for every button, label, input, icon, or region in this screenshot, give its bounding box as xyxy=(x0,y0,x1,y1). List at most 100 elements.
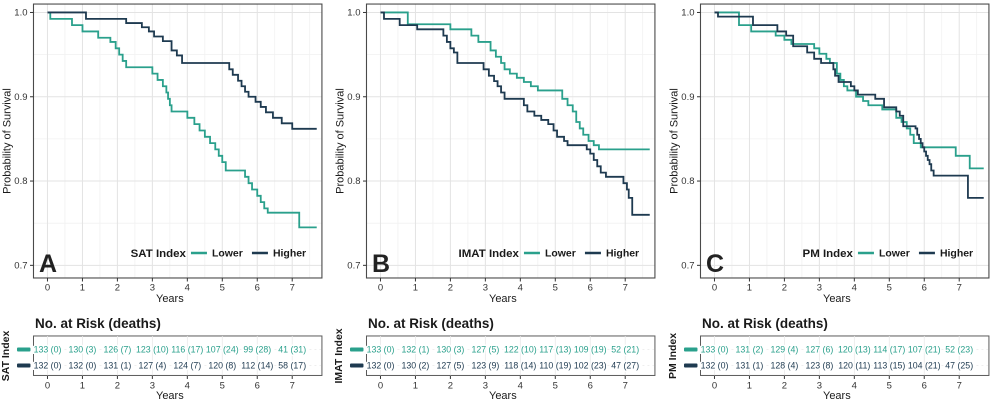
risk-x-tick-label: 7 xyxy=(623,380,628,391)
risk-count: 129 (4) xyxy=(770,344,798,354)
risk-table-box xyxy=(32,335,323,376)
plot-border xyxy=(32,3,323,279)
x-tick-label: 4 xyxy=(185,282,190,293)
y-tick-label: 1.0 xyxy=(348,8,361,19)
risk-count: 120 (8) xyxy=(208,360,236,370)
risk-count: 113 (15) xyxy=(873,360,905,370)
risk-x-tick-label: 6 xyxy=(921,380,926,391)
risk-table-title: No. at Risk (deaths) xyxy=(368,316,494,331)
risk-x-tick-label: 4 xyxy=(185,380,190,391)
risk-count: 58 (17) xyxy=(278,360,306,370)
risk-x-tick-label: 6 xyxy=(588,380,593,391)
risk-axis-ticks xyxy=(380,375,627,379)
legend-label-higher: Higher xyxy=(940,248,973,259)
y-tick-label: 0.9 xyxy=(348,92,361,103)
panel-b: 0 1 2 3 4 5 6 7 1.0 0.9 0.8 0.7 Years Probability of … xyxy=(333,0,666,400)
x-tick-label: 6 xyxy=(255,282,260,293)
risk-table-grid xyxy=(367,335,655,376)
risk-count: 52 (21) xyxy=(612,344,640,354)
panel-letter: B xyxy=(372,250,390,278)
plot-border xyxy=(699,3,990,279)
risk-count: 128 (4) xyxy=(770,360,798,370)
survival-curve-lower xyxy=(714,11,984,170)
x-tick-label: 7 xyxy=(956,282,961,293)
plot-background xyxy=(366,4,656,278)
grid-major xyxy=(700,4,989,278)
legend-title: PM Index xyxy=(802,248,853,260)
risk-x-tick-label: 7 xyxy=(956,380,961,391)
risk-count: 127 (4) xyxy=(138,360,166,370)
risk-count: 123 (9) xyxy=(472,360,500,370)
risk-x-tick-label: 1 xyxy=(80,380,85,391)
risk-count: 107 (21) xyxy=(908,344,941,354)
grid-major xyxy=(33,4,322,278)
y-axis-title: Probability of Survival xyxy=(335,88,347,194)
risk-count: 133 (0) xyxy=(700,344,728,354)
risk-x-tick-label: 3 xyxy=(816,380,821,391)
axis-ticks xyxy=(696,11,960,282)
risk-x-axis-title: Years xyxy=(489,390,517,400)
risk-index-label: IMAT Index xyxy=(334,328,345,383)
risk-x-tick-label: 5 xyxy=(220,380,225,391)
risk-legend-swatch-higher xyxy=(350,363,364,368)
risk-table-title: No. at Risk (deaths) xyxy=(702,316,828,331)
x-tick-label: 6 xyxy=(921,282,926,293)
risk-count: 130 (3) xyxy=(437,344,465,354)
risk-count: 41 (31) xyxy=(278,344,306,354)
x-tick-label: 5 xyxy=(220,282,225,293)
x-tick-label: 1 xyxy=(80,282,85,293)
risk-count: 132 (0) xyxy=(34,360,62,370)
risk-x-tick-label: 1 xyxy=(413,380,418,391)
plot-background xyxy=(700,4,989,278)
x-axis-title: Years xyxy=(823,293,851,305)
y-tick-label: 0.7 xyxy=(681,261,694,272)
risk-index-label: PM Index xyxy=(668,333,679,379)
risk-legend-swatch-lower xyxy=(16,347,31,352)
x-tick-label: 7 xyxy=(290,282,295,293)
risk-x-tick-label: 5 xyxy=(553,380,558,391)
risk-count: 107 (24) xyxy=(206,344,239,354)
risk-legend-swatch-lower xyxy=(683,347,698,352)
survival-curve-lower xyxy=(380,11,651,151)
risk-count: 99 (28) xyxy=(243,344,271,354)
x-axis-title: Years xyxy=(156,293,184,305)
grid-major xyxy=(366,4,656,278)
risk-index-label: SAT Index xyxy=(1,331,12,382)
y-tick-label: 0.8 xyxy=(14,176,27,187)
risk-count: 123 (10) xyxy=(136,344,169,354)
risk-count: 132 (0) xyxy=(700,360,728,370)
x-tick-label: 4 xyxy=(518,282,523,293)
risk-x-tick-label: 0 xyxy=(378,380,383,391)
panel-c: 0 1 2 3 4 5 6 7 1.0 0.9 0.8 0.7 Years Probability of … xyxy=(667,0,1000,400)
y-axis-title: Probability of Survival xyxy=(1,88,13,194)
risk-count: 132 (1) xyxy=(402,344,430,354)
risk-count: 118 (14) xyxy=(505,360,537,370)
x-tick-label: 6 xyxy=(588,282,593,293)
risk-table: No. at Risk (deaths) 133 (0) 131 (2) 129 (4… xyxy=(668,316,990,400)
risk-count: 47 (25) xyxy=(945,360,973,370)
risk-axis-ticks xyxy=(46,375,293,379)
x-tick-label: 1 xyxy=(746,282,751,293)
legend: SAT Index Lower Higher xyxy=(131,248,307,260)
risk-x-tick-label: 7 xyxy=(290,380,295,391)
x-tick-label: 2 xyxy=(781,282,786,293)
survival-curve-higher xyxy=(47,11,317,130)
legend-label-higher: Higher xyxy=(606,248,639,259)
risk-count: 120 (13) xyxy=(838,344,871,354)
y-tick-label: 0.7 xyxy=(14,261,27,272)
risk-count: 124 (7) xyxy=(173,360,201,370)
risk-count: 127 (5) xyxy=(437,360,465,370)
risk-count: 132 (0) xyxy=(69,360,97,370)
risk-count: 130 (3) xyxy=(69,344,97,354)
risk-count: 102 (23) xyxy=(574,360,607,370)
legend: IMAT Index Lower Higher xyxy=(459,248,640,260)
risk-count: 133 (0) xyxy=(367,344,395,354)
risk-x-tick-label: 2 xyxy=(781,380,786,391)
risk-x-tick-label: 5 xyxy=(886,380,891,391)
x-tick-label: 1 xyxy=(413,282,418,293)
legend-label-lower: Lower xyxy=(545,248,576,259)
grid-minor xyxy=(700,4,989,278)
x-axis-title: Years xyxy=(489,293,517,305)
survival-curve-higher xyxy=(380,11,651,216)
